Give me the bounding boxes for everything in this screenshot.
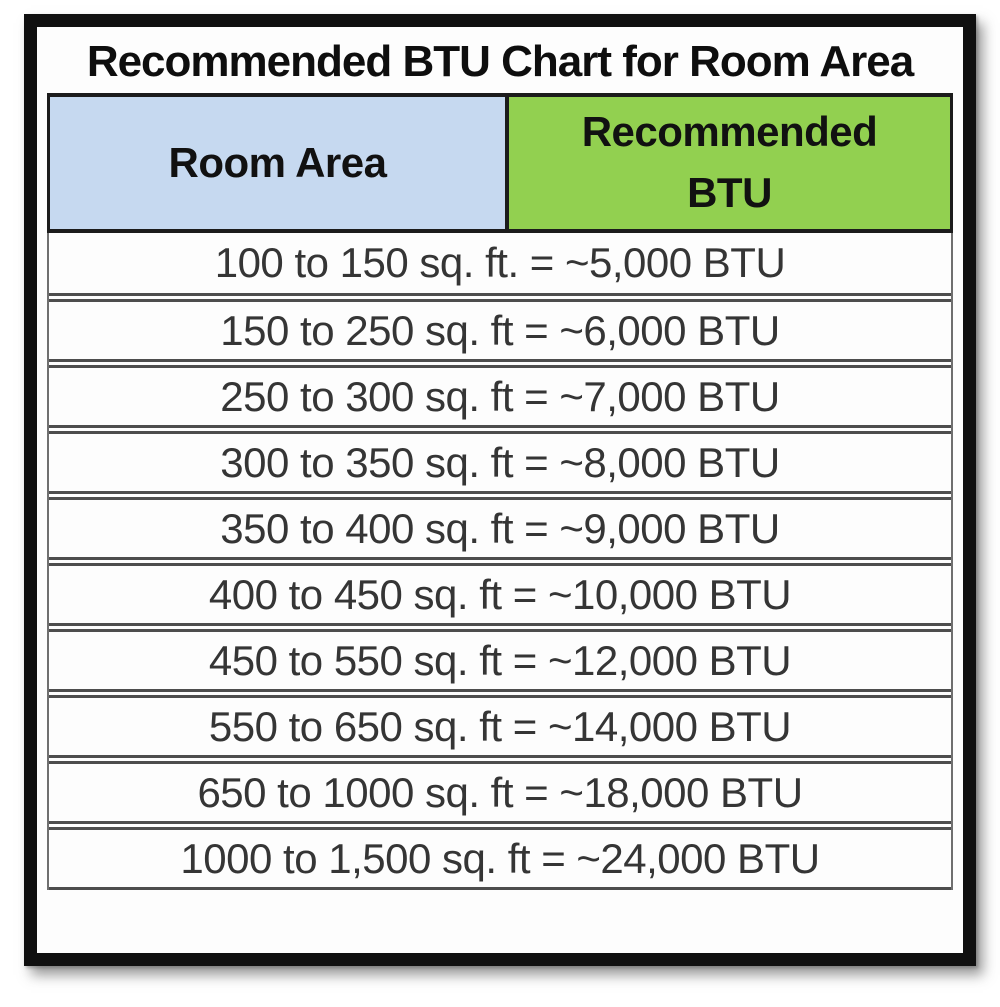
table-title: Recommended BTU Chart for Room Area: [47, 31, 953, 93]
column-header-room-area: Room Area: [50, 97, 509, 229]
table-row: 650 to 1000 sq. ft = ~18,000 BTU: [49, 761, 951, 824]
table-row: 350 to 400 sq. ft = ~9,000 BTU: [49, 497, 951, 560]
recommended-btu-header-line2: BTU: [687, 169, 772, 216]
table-row: 1000 to 1,500 sq. ft = ~24,000 BTU: [49, 827, 951, 890]
table-row: 250 to 300 sq. ft = ~7,000 BTU: [49, 365, 951, 428]
table-body: 100 to 150 sq. ft. = ~5,000 BTU 150 to 2…: [47, 233, 953, 890]
column-header-recommended-btu: Recommended BTU: [509, 97, 950, 229]
room-area-header-label: Room Area: [168, 139, 388, 186]
table-row: 150 to 250 sq. ft = ~6,000 BTU: [49, 299, 951, 362]
btu-chart-table: Recommended BTU Chart for Room Area Room…: [24, 14, 976, 966]
table-header-row: Room Area Recommended BTU: [47, 93, 953, 233]
table-row: 100 to 150 sq. ft. = ~5,000 BTU: [49, 233, 951, 296]
table-row: 450 to 550 sq. ft = ~12,000 BTU: [49, 629, 951, 692]
table-row: 550 to 650 sq. ft = ~14,000 BTU: [49, 695, 951, 758]
table-row: 400 to 450 sq. ft = ~10,000 BTU: [49, 563, 951, 626]
recommended-btu-header-line1: Recommended: [581, 108, 878, 156]
table-row: 300 to 350 sq. ft = ~8,000 BTU: [49, 431, 951, 494]
